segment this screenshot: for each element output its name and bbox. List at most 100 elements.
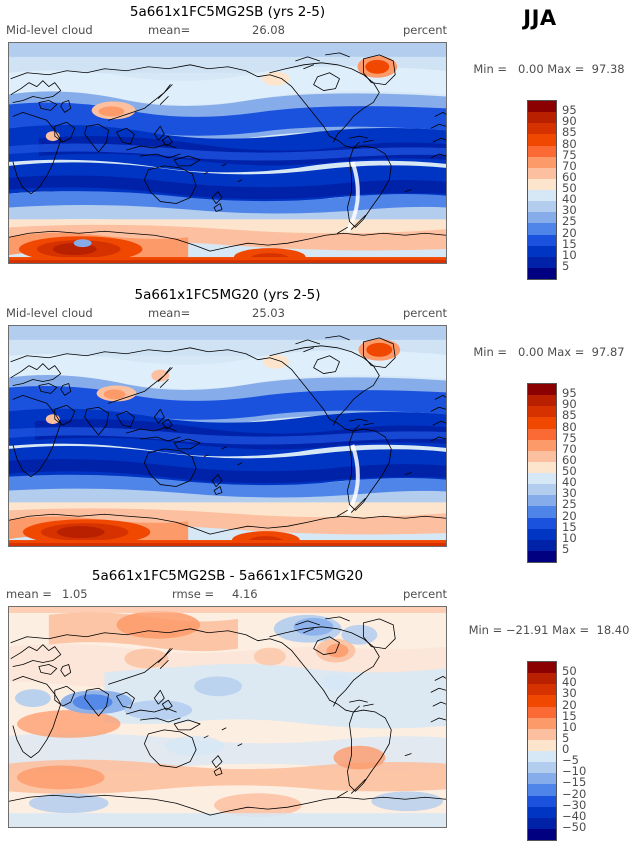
colorbar-tick-label: 70 [562, 158, 577, 173]
colorbar-swatch [528, 190, 556, 202]
colorbar-swatch [528, 267, 556, 279]
colorbar-swatch [528, 828, 556, 840]
colorbar-swatch [528, 495, 556, 507]
colorbar-tick-label: 50 [562, 664, 577, 679]
colorbar-swatch [528, 167, 556, 179]
case2-stats: Mid-level cloud mean= 25.03 percent [0, 306, 455, 321]
colorbar-tick-label: −50 [562, 819, 587, 834]
colorbar-swatch [528, 384, 556, 396]
colorbar-tick-label: 20 [562, 508, 577, 523]
colorbar-tick-label: 40 [562, 475, 577, 490]
colorbar-swatch [528, 695, 556, 707]
colorbar-swatch [528, 439, 556, 451]
colorbar-swatch [528, 461, 556, 473]
diff-units-label: percent [402, 587, 447, 601]
colorbar-tick-label: 75 [562, 430, 577, 445]
diff-colorbar [527, 661, 557, 841]
colorbar-swatch [528, 406, 556, 418]
case2-variable-label: Mid-level cloud [6, 306, 93, 320]
colorbar-swatch [528, 773, 556, 785]
colorbar-swatch [528, 450, 556, 462]
colorbar-swatch [528, 817, 556, 829]
diff-rmse-label: rmse = [172, 587, 215, 601]
case1-stats: Mid-level cloud mean= 26.08 percent [0, 23, 455, 38]
colorbar-tick-label: 20 [562, 225, 577, 240]
colorbar-tick-label: 30 [562, 686, 577, 701]
colorbar-swatch [528, 245, 556, 257]
colorbar-swatch [528, 528, 556, 540]
colorbar-swatch [528, 784, 556, 796]
case1-mean-label: mean= [148, 23, 191, 37]
colorbar-swatch [528, 212, 556, 224]
colorbar-tick-label: 50 [562, 181, 577, 195]
diff-mean-label: mean = [6, 587, 52, 601]
case1-mean-value: 26.08 [252, 23, 285, 37]
colorbar-tick-label: −10 [562, 764, 587, 779]
colorbar-swatch [528, 223, 556, 235]
colorbar-tick-label: 0 [562, 742, 570, 756]
colorbar-tick-label: 25 [562, 497, 577, 512]
colorbar-swatch [528, 684, 556, 696]
colorbar-tick-label: 10 [562, 247, 577, 262]
colorbar-swatch [528, 473, 556, 485]
colorbar-tick-label: 95 [562, 103, 577, 118]
diff-mean-value: 1.05 [62, 587, 88, 601]
colorbar-tick-label: −30 [562, 797, 587, 812]
colorbar-tick-label: −20 [562, 786, 587, 801]
colorbar-tick-label: 40 [562, 675, 577, 690]
case2-map-svg [9, 326, 446, 546]
case2-units-label: percent [402, 306, 447, 320]
colorbar-swatch [528, 112, 556, 124]
colorbar-tick-label: 80 [562, 419, 577, 434]
colorbar-swatch [528, 806, 556, 818]
colorbar-tick-label: 50 [562, 464, 577, 478]
colorbar-tick-label: 30 [562, 486, 577, 501]
colorbar-swatch [528, 717, 556, 729]
colorbar-tick-label: 15 [562, 708, 577, 723]
colorbar-tick-label: 10 [562, 530, 577, 545]
colorbar-tick-label: −5 [562, 753, 579, 768]
colorbar-swatch [528, 417, 556, 429]
colorbar-tick-label: 5 [562, 258, 570, 273]
colorbar-tick-label: 95 [562, 386, 577, 401]
colorbar-swatch [528, 484, 556, 496]
diff-rmse-value: 4.16 [232, 587, 258, 601]
colorbar-swatch [528, 123, 556, 135]
colorbar-swatch [528, 134, 556, 146]
colorbar-swatch [528, 256, 556, 268]
colorbar-tick-label: 90 [562, 397, 577, 412]
case1-map [8, 42, 447, 264]
case1-units-label: percent [402, 23, 447, 37]
colorbar-swatch [528, 762, 556, 774]
case2-colorbar [527, 383, 557, 563]
colorbar-tick-label: 90 [562, 114, 577, 129]
diff-minmax: Min = −21.91 Max = 18.40 [468, 623, 630, 637]
colorbar-swatch [528, 506, 556, 518]
colorbar-tick-label: 85 [562, 125, 577, 140]
case1-title: 5a661x1FC5MG2SB (yrs 2-5) [129, 4, 326, 20]
colorbar-swatch [528, 145, 556, 157]
colorbar-tick-label: 80 [562, 136, 577, 151]
case2-map [8, 325, 447, 547]
colorbar-tick-label: 5 [562, 541, 570, 556]
colorbar-tick-label: 25 [562, 214, 577, 229]
case1-variable-label: Mid-level cloud [6, 23, 93, 37]
diff-map [8, 606, 447, 828]
colorbar-swatch [528, 706, 556, 718]
colorbar-tick-label: 5 [562, 730, 570, 745]
case2-mean-value: 25.03 [252, 306, 285, 320]
diff-map-svg [9, 607, 446, 827]
colorbar-tick-label: −15 [562, 775, 587, 790]
colorbar-tick-label: 70 [562, 441, 577, 456]
diff-title: 5a661x1FC5MG2SB - 5a661x1FC5MG20 [91, 568, 364, 584]
colorbar-swatch [528, 539, 556, 551]
diff-stats: mean = 1.05 rmse = 4.16 percent [0, 587, 455, 602]
colorbar-tick-label: 85 [562, 408, 577, 423]
colorbar-swatch [528, 739, 556, 751]
colorbar-tick-label: 10 [562, 719, 577, 734]
colorbar-swatch [528, 101, 556, 113]
case2-mean-label: mean= [148, 306, 191, 320]
case2-minmax: Min = 0.00 Max = 97.87 [473, 345, 625, 359]
colorbar-swatch [528, 673, 556, 685]
